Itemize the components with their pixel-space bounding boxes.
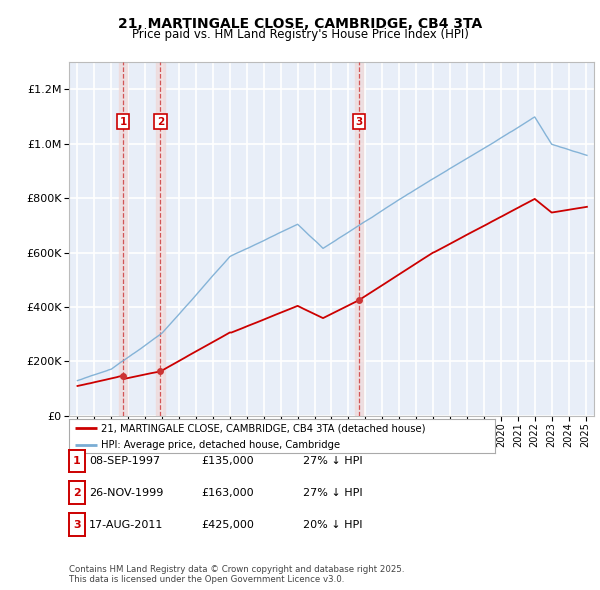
Text: 21, MARTINGALE CLOSE, CAMBRIDGE, CB4 3TA (detached house): 21, MARTINGALE CLOSE, CAMBRIDGE, CB4 3TA… [101, 424, 425, 434]
Text: 17-AUG-2011: 17-AUG-2011 [89, 520, 163, 529]
Text: 20% ↓ HPI: 20% ↓ HPI [303, 520, 362, 529]
Text: 1: 1 [73, 456, 80, 466]
Text: 2: 2 [73, 488, 80, 497]
Text: 2: 2 [157, 117, 164, 127]
Text: £425,000: £425,000 [201, 520, 254, 529]
Text: Price paid vs. HM Land Registry's House Price Index (HPI): Price paid vs. HM Land Registry's House … [131, 28, 469, 41]
Bar [156, 62, 164, 416]
Text: 3: 3 [73, 520, 80, 529]
Text: £163,000: £163,000 [201, 488, 254, 497]
Text: 08-SEP-1997: 08-SEP-1997 [89, 456, 160, 466]
Bar [355, 62, 364, 416]
Text: Contains HM Land Registry data © Crown copyright and database right 2025.
This d: Contains HM Land Registry data © Crown c… [69, 565, 404, 584]
Text: 26-NOV-1999: 26-NOV-1999 [89, 488, 163, 497]
Text: HPI: Average price, detached house, Cambridge: HPI: Average price, detached house, Camb… [101, 440, 340, 450]
Text: 27% ↓ HPI: 27% ↓ HPI [303, 488, 362, 497]
Text: 21, MARTINGALE CLOSE, CAMBRIDGE, CB4 3TA: 21, MARTINGALE CLOSE, CAMBRIDGE, CB4 3TA [118, 17, 482, 31]
Bar [119, 62, 127, 416]
Text: 3: 3 [355, 117, 363, 127]
Text: 1: 1 [119, 117, 127, 127]
Text: 27% ↓ HPI: 27% ↓ HPI [303, 456, 362, 466]
Text: £135,000: £135,000 [201, 456, 254, 466]
